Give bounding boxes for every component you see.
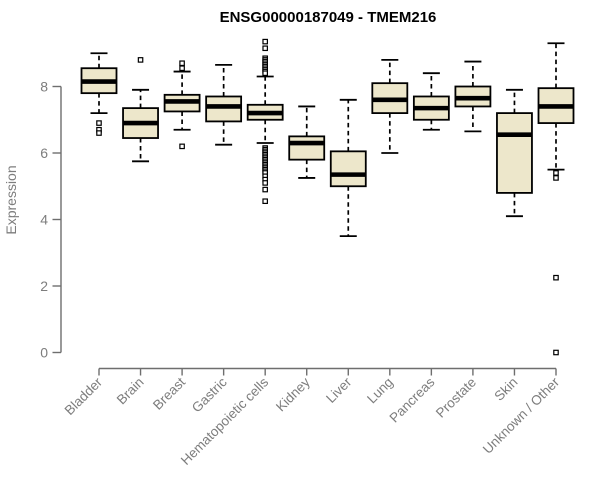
outlier-point (179, 65, 185, 72)
x-tick-label: Brain (114, 375, 147, 408)
y-tick-label: 0 (40, 345, 48, 361)
boxplot-liver (329, 98, 367, 238)
iqr-box (288, 135, 326, 161)
y-tick-label: 4 (40, 212, 48, 228)
outlier-point (96, 120, 102, 126)
x-tick-label: Prostate (433, 375, 479, 421)
boxplot-pancreas (412, 72, 450, 131)
outlier-point (553, 170, 559, 176)
x-tick-label: Liver (323, 374, 355, 406)
y-tick-label: 8 (40, 79, 48, 95)
iqr-box (496, 112, 533, 194)
iqr-box (329, 150, 367, 188)
x-tick-label: Unknown / Other (480, 374, 563, 457)
outlier-point (262, 186, 268, 193)
outlier-point (553, 274, 559, 281)
outlier-point (96, 130, 102, 136)
y-axis-label: Expression (3, 165, 19, 234)
outlier-point (137, 57, 144, 63)
boxplot-skin (496, 88, 533, 218)
x-tick-label: Pancreas (387, 374, 438, 425)
outlier-point (553, 175, 559, 181)
x-tick-label: Bladder (62, 374, 106, 418)
chart-title: ENSG00000187049 - TMEM216 (220, 9, 437, 26)
boxplot-kidney (288, 105, 326, 179)
iqr-box (205, 95, 243, 123)
outlier-point (179, 60, 185, 67)
x-tick-label: Gastric (189, 374, 230, 415)
boxplots (80, 38, 575, 356)
boxplot-hematopoietic-cells (246, 38, 284, 205)
x-tick-label: Lung (364, 375, 396, 407)
boxplot-lung (371, 59, 409, 154)
outlier-point (262, 38, 268, 45)
outlier-point (262, 70, 268, 77)
boxplot-breast (163, 60, 201, 150)
outlier-point (262, 45, 268, 52)
boxplot-prostate (454, 60, 492, 133)
outlier-point (262, 180, 268, 186)
outlier-point (262, 198, 268, 205)
y-tick-label: 2 (40, 278, 48, 294)
x-tick-label: Skin (491, 375, 520, 404)
outlier-point (179, 143, 185, 150)
outlier-point (553, 349, 559, 356)
y-tick-label: 6 (40, 145, 48, 161)
x-tick-label: Kidney (273, 374, 313, 414)
boxplot-brain (122, 57, 159, 163)
boxplot-unknown-other (537, 42, 575, 356)
x-tick-label: Breast (150, 374, 188, 412)
boxplot-bladder (80, 52, 118, 136)
boxplot-gastric (205, 63, 243, 146)
